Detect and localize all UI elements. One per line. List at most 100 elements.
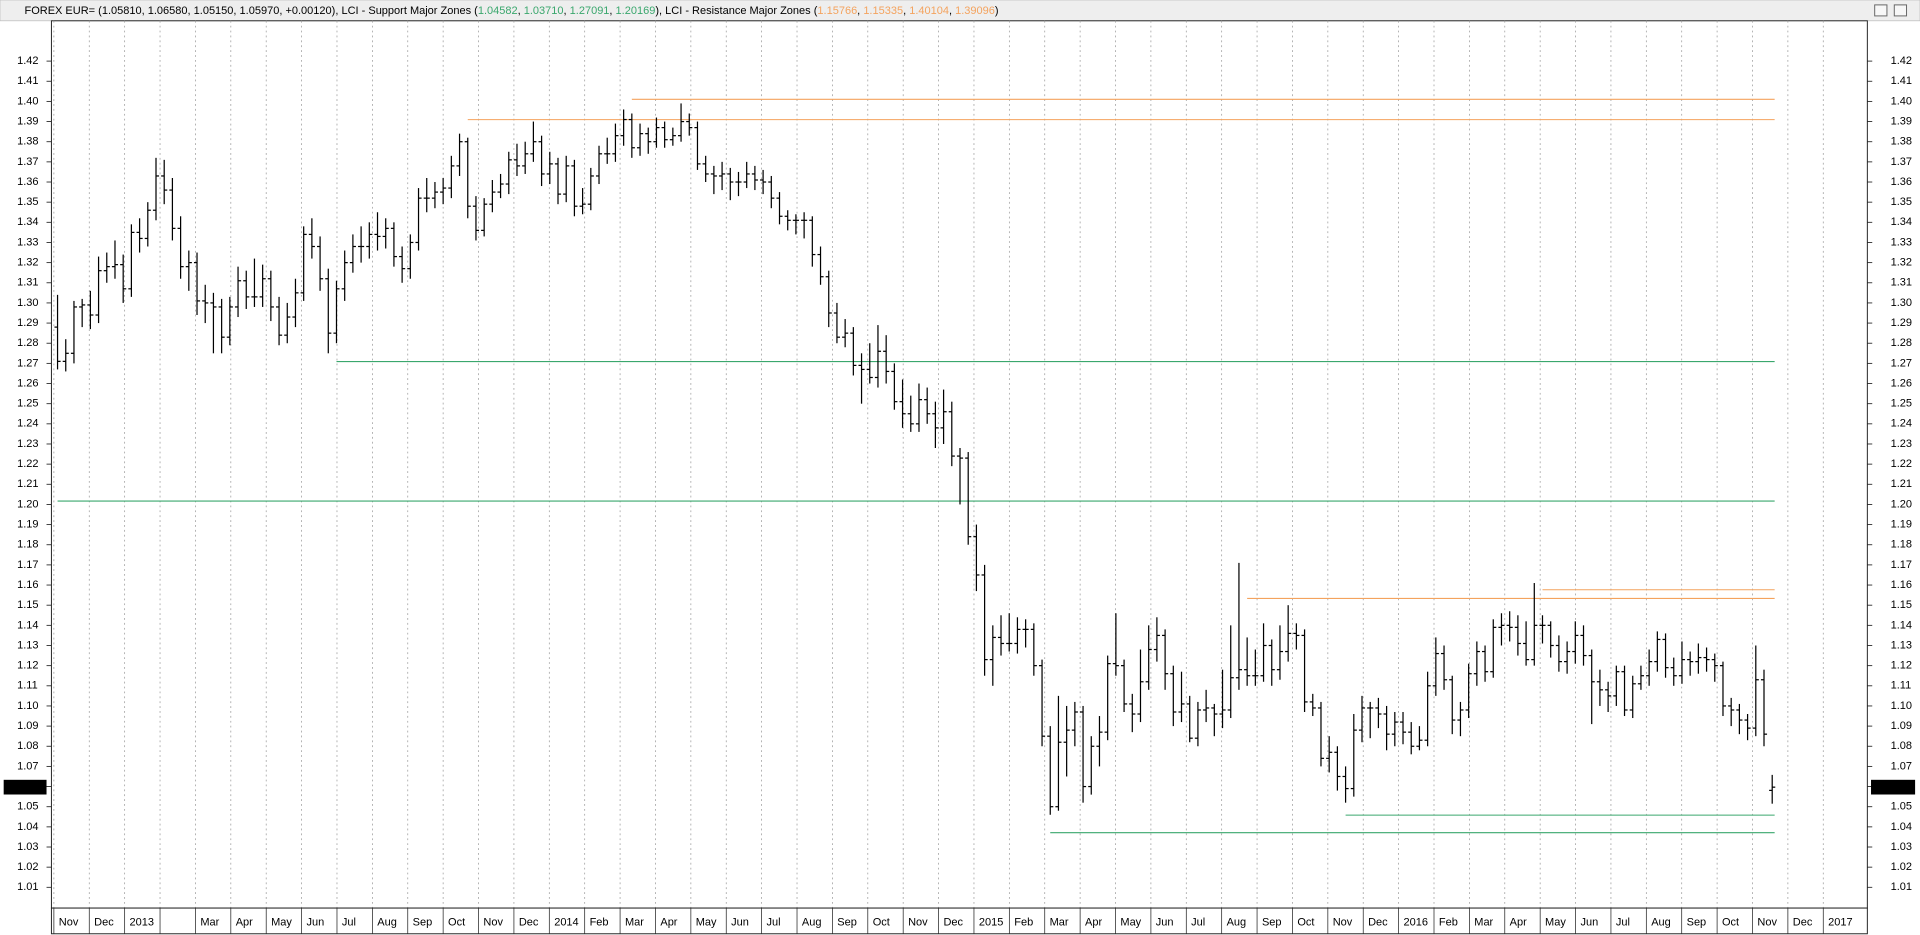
price-label-left: 1.05970 [6, 781, 46, 793]
x-tick-label: Dec [1793, 917, 1813, 929]
y-tick-label-left: 1.19 [17, 518, 38, 530]
y-tick-label-left: 1.08 [17, 740, 38, 752]
y-tick-label-right: 1.26 [1891, 377, 1912, 389]
y-tick-label-left: 1.03 [17, 841, 38, 853]
x-tick-label: Apr [1510, 917, 1527, 929]
y-tick-label-left: 1.25 [17, 398, 38, 410]
legend-value: 1.04582 [478, 5, 518, 17]
x-axis-bar [50, 907, 1868, 935]
x-tick-label: Oct [873, 917, 890, 929]
y-tick-label-right: 1.28 [1891, 337, 1912, 349]
y-tick-label-left: 1.05 [17, 801, 38, 813]
y-tick-label-left: 1.37 [17, 156, 38, 168]
x-tick-label: Mar [200, 917, 219, 929]
y-tick-label-right: 1.29 [1891, 317, 1912, 329]
close-button[interactable] [1893, 4, 1908, 17]
x-tick-label: May [696, 917, 717, 929]
x-tick-label: Sep [1262, 917, 1282, 929]
legend-value: 1.05150 [194, 5, 234, 17]
x-tick-label: Oct [448, 917, 465, 929]
x-tick-label: Feb [1014, 917, 1033, 929]
y-tick-label-left: 1.38 [17, 136, 38, 148]
x-tick-label: 2014 [554, 917, 578, 929]
y-tick-label-left: 1.16 [17, 579, 38, 591]
y-tick-label-right: 1.04 [1891, 821, 1912, 833]
y-tick-label-right: 1.30 [1891, 297, 1912, 309]
x-tick-label: Oct [1722, 917, 1739, 929]
x-tick-label: Jun [731, 917, 749, 929]
y-tick-label-right: 1.40 [1891, 95, 1912, 107]
y-tick-label-left: 1.36 [17, 176, 38, 188]
x-tick-label: Sep [837, 917, 857, 929]
y-tick-label-left: 1.26 [17, 377, 38, 389]
legend-value: 1.40104 [909, 5, 949, 17]
y-tick-label-left: 1.21 [17, 478, 38, 490]
y-tick-label-right: 1.38 [1891, 136, 1912, 148]
x-tick-label: Jul [342, 917, 356, 929]
price-box-left [3, 779, 47, 795]
x-tick-label: Apr [660, 917, 677, 929]
y-tick-label-right: 1.01 [1891, 881, 1912, 893]
y-tick-label-left: 1.04 [17, 821, 38, 833]
x-tick-label: 2013 [130, 917, 154, 929]
y-tick-label-right: 1.09 [1891, 720, 1912, 732]
x-tick-label: Mar [1050, 917, 1069, 929]
y-tick-label-right: 1.14 [1891, 619, 1912, 631]
x-tick-label: Mar [1474, 917, 1493, 929]
x-tick-label: Jul [767, 917, 781, 929]
y-tick-label-left: 1.24 [17, 418, 38, 430]
y-tick-label-left: 1.22 [17, 458, 38, 470]
y-tick-label-left: 1.20 [17, 498, 38, 510]
y-tick-label-right: 1.27 [1891, 357, 1912, 369]
y-tick-label-right: 1.08 [1891, 740, 1912, 752]
y-tick-label-right: 1.41 [1891, 75, 1912, 87]
legend-name: LCI - Support Major Zones [341, 5, 471, 17]
legend-name: FOREX EUR= [24, 5, 95, 17]
x-tick-label: Nov [908, 917, 928, 929]
x-tick-label: Jun [306, 917, 324, 929]
y-tick-label-right: 1.11 [1891, 680, 1912, 692]
y-tick-label-left: 1.10 [17, 700, 38, 712]
x-tick-label: Apr [236, 917, 253, 929]
x-tick-label: Apr [1085, 917, 1102, 929]
x-tick-label: Feb [590, 917, 609, 929]
x-tick-label: Aug [802, 917, 822, 929]
y-tick-label-right: 1.03 [1891, 841, 1912, 853]
y-tick-label-right: 1.16 [1891, 579, 1912, 591]
y-tick-label-left: 1.02 [17, 861, 38, 873]
x-tick-label: May [1120, 917, 1141, 929]
y-tick-label-right: 1.19 [1891, 518, 1912, 530]
y-tick-label-left: 1.39 [17, 115, 38, 127]
y-tick-label-left: 1.14 [17, 619, 38, 631]
y-tick-label-left: 1.01 [17, 881, 38, 893]
y-tick-label-right: 1.02 [1891, 861, 1912, 873]
y-tick-label-left: 1.07 [17, 760, 38, 772]
legend-value: 1.39096 [955, 5, 995, 17]
x-tick-label: Mar [625, 917, 644, 929]
y-tick-label-left: 1.18 [17, 539, 38, 551]
x-tick-label: 2017 [1828, 917, 1852, 929]
y-tick-label-right: 1.18 [1891, 539, 1912, 551]
y-tick-label-right: 1.25 [1891, 398, 1912, 410]
y-tick-label-right: 1.39 [1891, 115, 1912, 127]
restore-button[interactable] [1874, 4, 1888, 17]
y-tick-label-right: 1.31 [1891, 277, 1912, 289]
y-tick-label-right: 1.32 [1891, 257, 1912, 269]
y-tick-label-right: 1.33 [1891, 236, 1912, 248]
legend-value: 1.15766 [817, 5, 857, 17]
y-tick-label-right: 1.21 [1891, 478, 1912, 490]
x-tick-label: Feb [1439, 917, 1458, 929]
y-tick-label-left: 1.15 [17, 599, 38, 611]
y-tick-label-left: 1.41 [17, 75, 38, 87]
y-tick-label-left: 1.23 [17, 438, 38, 450]
y-tick-label-right: 1.05 [1891, 801, 1912, 813]
legend-value: 1.27091 [570, 5, 610, 17]
legend-value: 1.05810 [102, 5, 142, 17]
y-tick-label-right: 1.22 [1891, 458, 1912, 470]
y-tick-label-left: 1.34 [17, 216, 38, 228]
price-label-right: 1.05970 [1873, 781, 1913, 793]
x-tick-label: Aug [1651, 917, 1671, 929]
legend-name: LCI - Resistance Major Zones [665, 5, 811, 17]
y-tick-label-left: 1.28 [17, 337, 38, 349]
y-tick-label-right: 1.34 [1891, 216, 1912, 228]
